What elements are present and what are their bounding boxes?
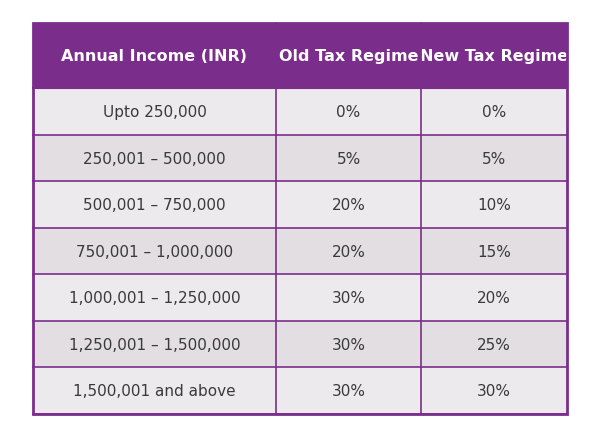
Bar (33, 367, 276, 414)
Bar (276, 89, 421, 135)
Text: Annual Income (INR): Annual Income (INR) (61, 49, 247, 64)
Bar (421, 89, 567, 135)
Bar (421, 182, 567, 228)
Bar (421, 367, 567, 414)
Bar (276, 24, 421, 89)
Text: 1,000,001 – 1,250,000: 1,000,001 – 1,250,000 (68, 290, 240, 305)
Text: Old Tax Regime: Old Tax Regime (279, 49, 418, 64)
Text: 30%: 30% (332, 383, 365, 398)
Bar (33, 321, 276, 367)
Text: 15%: 15% (477, 244, 511, 259)
Text: 30%: 30% (477, 383, 511, 398)
Bar (33, 182, 276, 228)
Bar (33, 275, 276, 321)
Text: 5%: 5% (337, 151, 361, 166)
Bar (421, 24, 567, 89)
Text: 20%: 20% (332, 198, 365, 212)
Text: 25%: 25% (477, 337, 511, 352)
Text: 0%: 0% (337, 105, 361, 120)
Text: 5%: 5% (482, 151, 506, 166)
Text: 20%: 20% (332, 244, 365, 259)
Bar (421, 228, 567, 275)
Text: 500,001 – 750,000: 500,001 – 750,000 (83, 198, 226, 212)
Bar (276, 135, 421, 182)
Bar (421, 135, 567, 182)
Text: 1,500,001 and above: 1,500,001 and above (73, 383, 236, 398)
Bar (33, 89, 276, 135)
Text: 750,001 – 1,000,000: 750,001 – 1,000,000 (76, 244, 233, 259)
Bar (33, 24, 567, 414)
Text: New Tax Regime: New Tax Regime (420, 49, 568, 64)
Bar (276, 275, 421, 321)
Bar (421, 275, 567, 321)
Text: Upto 250,000: Upto 250,000 (103, 105, 206, 120)
Text: 30%: 30% (332, 290, 365, 305)
Text: 1,250,001 – 1,500,000: 1,250,001 – 1,500,000 (68, 337, 240, 352)
Bar (421, 321, 567, 367)
Text: 0%: 0% (482, 105, 506, 120)
Text: 10%: 10% (477, 198, 511, 212)
Bar (276, 228, 421, 275)
Text: 250,001 – 500,000: 250,001 – 500,000 (83, 151, 226, 166)
Bar (276, 182, 421, 228)
Bar (33, 135, 276, 182)
Bar (276, 367, 421, 414)
Text: 30%: 30% (332, 337, 365, 352)
Bar (276, 321, 421, 367)
Bar (33, 228, 276, 275)
Bar (33, 24, 276, 89)
Text: 20%: 20% (477, 290, 511, 305)
